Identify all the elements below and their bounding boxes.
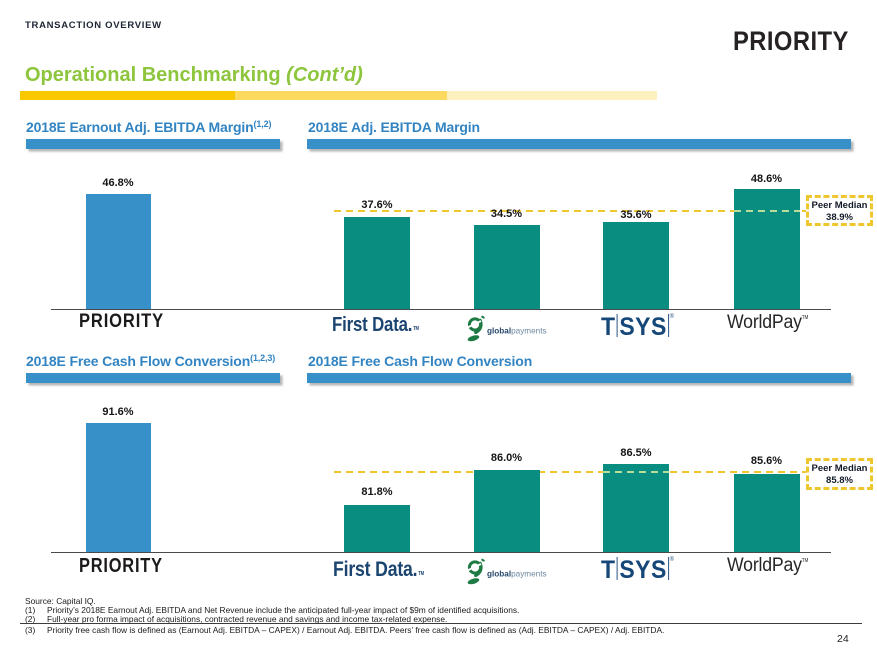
svg-text:globalpayments: globalpayments — [487, 326, 547, 335]
svg-text:globalpayments: globalpayments — [487, 569, 547, 578]
